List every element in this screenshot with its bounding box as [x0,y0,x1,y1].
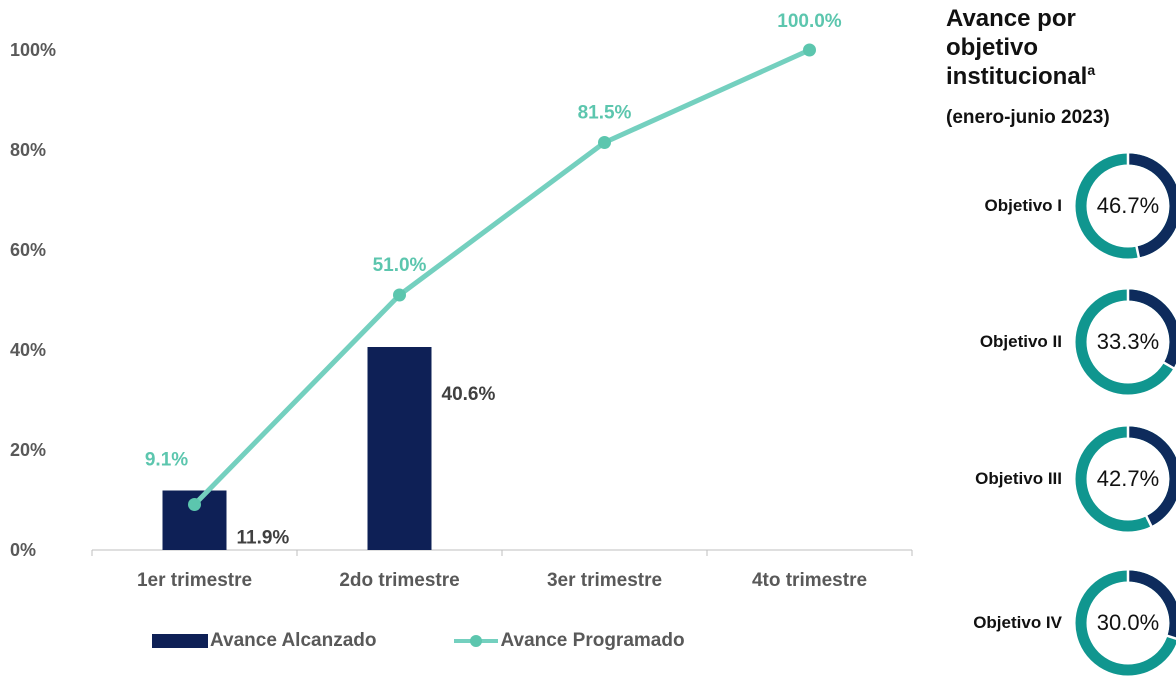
objective-row-1: Objetivo I 46.7% [930,151,1176,261]
line-point-avance-programado [393,288,406,302]
donut-segment-separator [1144,514,1153,528]
objective-percent: 46.7% [1096,193,1160,218]
objective-label: Objetivo I [984,196,1062,215]
y-tick-label: 60% [10,240,46,260]
legend-item-programmed: Avance Programado [376,630,685,652]
line-data-label: 100.0% [777,11,842,32]
chart-legend: Avance Alcanzado Avance Programado [152,628,685,654]
x-tick-label: 2do trimestre [339,570,459,591]
objective-row-4: Objetivo IV 30.0% [930,568,1176,678]
series-line-avance-programado [192,47,811,507]
line-data-label: 9.1% [145,450,188,471]
y-tick-label: 80% [10,140,46,160]
line-data-label: 51.0% [373,255,427,276]
x-tick-label: 3er trimestre [547,570,662,591]
x-tick-label: 4to trimestre [752,570,867,591]
sidebar-subtitle: (enero-junio 2023) [946,107,1110,128]
objective-percent: 30.0% [1096,610,1160,635]
legend-item-achieved: Avance Alcanzado [152,630,376,652]
legend-label-achieved: Avance Alcanzado [210,630,377,651]
y-tick-label: 0% [10,540,36,560]
objective-label: Objetivo III [975,469,1062,488]
progress-chart: 0% 20% 40% 60% 80% 100% 1er trimestre 2do trime… [10,11,913,591]
objective-label: Objetivo II [979,332,1062,351]
objective-label: Objetivo IV [973,613,1062,632]
line-point-avance-programado [803,43,816,57]
sidebar-title-text: Avance por objetivo institucional [946,5,1088,90]
objective-percent: 42.7% [1096,466,1160,491]
donut-segment-separator [1162,361,1176,370]
legend-swatch-achieved [152,634,208,648]
line-point-avance-programado [188,498,201,511]
y-tick-label: 100% [10,40,56,60]
objective-percent: 33.3% [1096,329,1160,354]
sidebar-title: Avance por objetivo institucionala [946,4,1171,91]
donut-segment-separator [1135,245,1141,259]
objective-donut [1075,288,1176,395]
legend-swatch-programmed [454,634,499,648]
line-data-label: 81.5% [578,103,632,124]
bar-data-label: 11.9% [237,528,290,549]
y-tick-label: 20% [10,440,46,460]
x-tick-label: 1er trimestre [137,570,252,591]
y-tick-label: 40% [10,340,46,360]
bar-data-label: 40.6% [442,384,496,405]
sidebar-title-footnote-mark: a [1087,62,1096,78]
line-point-avance-programado [598,136,611,149]
objective-row-3: Objetivo III 42.7% [930,424,1176,534]
objective-row-2: Objetivo II 33.3% [930,287,1176,397]
donut-segment-separator [1166,634,1176,640]
legend-label-programmed: Avance Programado [500,630,685,651]
bar-avance-alcanzado [367,347,432,550]
objective-donut [1075,152,1176,259]
objective-donut [1075,425,1176,532]
